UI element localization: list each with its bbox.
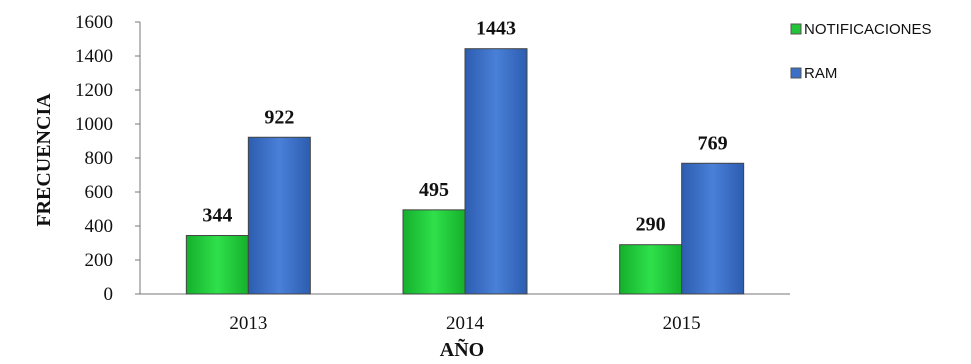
y-tick-label: 0	[104, 284, 114, 305]
bars-group	[185, 48, 745, 295]
data-label-notificaciones-2015: 290	[636, 214, 666, 236]
data-label-ram-2013: 922	[264, 106, 294, 128]
y-tick-label: 800	[85, 148, 114, 169]
data-label-notificaciones-2013: 344	[202, 205, 232, 227]
x-tick-label-2014: 2014	[446, 313, 485, 334]
legend-swatch-notificaciones	[790, 23, 802, 35]
bar-notificaciones-2014	[402, 209, 466, 295]
bar-ram-2013	[247, 136, 311, 295]
legend-label-ram: RAM	[804, 65, 837, 82]
data-label-ram-2015: 769	[698, 132, 728, 154]
y-tick-label: 1000	[75, 114, 113, 135]
legend: NOTIFICACIONES RAM	[790, 21, 932, 82]
data-label-notificaciones-2014: 495	[419, 179, 449, 201]
bar-ram-2014	[464, 48, 528, 295]
y-axis-ticks: 0 200 400 600 800 1000 1200 1400 1600	[75, 12, 140, 305]
y-tick-label: 400	[85, 216, 114, 237]
data-labels-group: 344 922 495 1443 290 769	[202, 18, 727, 236]
legend-label-notificaciones: NOTIFICACIONES	[804, 21, 932, 38]
legend-swatch-ram	[790, 67, 802, 79]
data-label-ram-2014: 1443	[476, 18, 516, 40]
bar-notificaciones-2015	[619, 244, 683, 295]
y-tick-label: 1400	[75, 46, 113, 67]
x-tick-label-2015: 2015	[663, 313, 701, 334]
bar-ram-2015	[681, 162, 745, 295]
y-tick-label: 200	[85, 250, 114, 271]
y-tick-label: 1600	[75, 12, 113, 33]
y-axis-title: FRECUENCIA	[33, 93, 55, 227]
bar-notificaciones-2013	[185, 235, 249, 295]
x-axis-ticks: 2013 2014 2015	[229, 313, 700, 334]
x-axis-title: AÑO	[440, 338, 484, 361]
y-tick-label: 600	[85, 182, 114, 203]
y-tick-label: 1200	[75, 80, 113, 101]
x-tick-label-2013: 2013	[229, 313, 267, 334]
